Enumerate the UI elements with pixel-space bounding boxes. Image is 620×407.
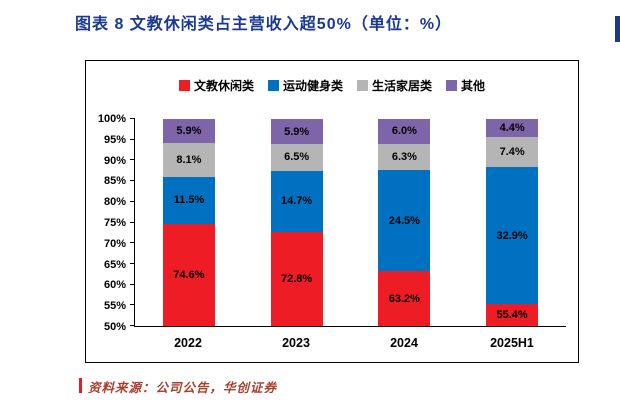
bar-segment: 5.9% [162, 119, 215, 144]
bar-value-label: 72.8% [281, 272, 313, 285]
y-tick-label: 60% [103, 279, 126, 292]
legend-swatch [178, 80, 190, 91]
bar-value-label: 6.5% [284, 151, 310, 164]
y-tick-label: 70% [103, 237, 126, 250]
source-accent-bar [79, 378, 82, 393]
x-category-label: 2023 [282, 336, 310, 350]
source-note: 资料来源：公司公告，华创证券 [88, 381, 278, 395]
bar-segment: 11.5% [162, 176, 215, 225]
bar-value-label: 63.2% [388, 292, 420, 305]
y-tick-label: 55% [103, 300, 126, 313]
bar-value-label: 7.4% [499, 146, 525, 159]
legend-swatch [446, 80, 458, 91]
chart-title: 图表 8 文教休闲类占主营收入超50%（单位：%） [75, 16, 453, 33]
bar-value-label: 8.1% [176, 153, 202, 166]
legend-item: 文教休闲类 [178, 77, 254, 94]
y-tick-label: 50% [103, 321, 126, 333]
y-tick-label: 90% [103, 154, 126, 167]
legend-item: 其他 [446, 77, 485, 94]
y-tick-mark [130, 221, 135, 223]
y-tick-mark [130, 159, 135, 161]
y-axis: 50% 55% 60% 65% 70% 75% 80% 85% 90% 95% 100% [86, 113, 130, 333]
bar-segment: 55.4% [486, 303, 539, 326]
legend-item: 生活家居类 [357, 77, 432, 94]
bar-value-label: 5.9% [176, 125, 202, 138]
y-tick-label: 65% [103, 258, 126, 271]
legend-label: 其他 [461, 79, 486, 93]
y-tick-mark [130, 200, 135, 202]
bar-segment: 6.5% [270, 143, 323, 171]
bar-value-label: 24.5% [388, 214, 420, 227]
chart-frame: 文教休闲类 运动健身类 生活家居类 其他 50% 55% 60% 65% 70% 75% 80% 8… [85, 60, 579, 363]
bar-value-label: 6.0% [391, 125, 417, 138]
bar-value-label: 6.3% [391, 150, 417, 163]
y-tick-label: 100% [97, 113, 126, 125]
legend-item: 运动健身类 [267, 77, 343, 94]
bar-segment: 24.5% [378, 169, 431, 272]
y-tick-mark [130, 304, 135, 306]
bar-segment: 14.7% [270, 170, 323, 232]
legend-label: 运动健身类 [282, 79, 343, 93]
bar-segment: 4.4% [486, 119, 539, 137]
bar-slot: 72.8% 14.7% 6.5% 5.9% [243, 119, 351, 326]
legend-swatch [267, 80, 279, 91]
bar-segment: 6.0% [378, 119, 431, 144]
x-category-label: 2025H1 [490, 336, 534, 350]
y-tick-mark [130, 118, 135, 119]
clipped-edge-artifact [615, 16, 620, 42]
y-tick-label: 85% [103, 175, 126, 188]
y-tick-label: 95% [103, 133, 126, 146]
y-tick-mark [130, 138, 135, 140]
bar-segment: 63.2% [378, 271, 431, 326]
bar-slot: 63.2% 24.5% 6.3% 6.0% [351, 119, 459, 326]
bar-slot: 55.4% 32.9% 7.4% 4.4% [458, 119, 566, 326]
legend-swatch [357, 80, 368, 91]
y-tick-mark [130, 180, 135, 182]
y-tick-mark [130, 262, 135, 264]
y-tick-mark [130, 283, 135, 285]
bar-slot: 74.6% 11.5% 8.1% 5.9% [135, 119, 243, 326]
bar-value-label: 74.6% [173, 269, 205, 282]
bar-value-label: 55.4% [496, 308, 528, 321]
chart-legend: 文教休闲类 运动健身类 生活家居类 其他 [86, 77, 578, 94]
plot-area: 74.6% 11.5% 8.1% 5.9% 72.8% 14.7% 6.5% 5.9% 63.2… [130, 118, 566, 327]
bar-segment: 8.1% [162, 143, 215, 177]
y-tick-mark [130, 325, 135, 326]
x-category-label: 2022 [174, 336, 202, 350]
bar-segment: 72.8% [270, 231, 323, 326]
bar-value-label: 14.7% [281, 195, 313, 208]
bar-segment: 5.9% [270, 119, 323, 144]
bar-value-label: 11.5% [173, 194, 205, 207]
bar-segment: 74.6% [162, 224, 215, 326]
bar-value-label: 5.9% [284, 125, 310, 138]
bar-segment: 6.3% [378, 143, 431, 170]
legend-label: 生活家居类 [372, 79, 433, 93]
y-tick-mark [130, 242, 135, 244]
bar-value-label: 4.4% [499, 121, 525, 134]
x-category-label: 2024 [390, 336, 418, 350]
y-tick-label: 75% [103, 217, 126, 229]
bar-segment: 32.9% [486, 167, 539, 304]
x-axis: 2022 2023 2024 2025H1 [134, 334, 566, 354]
y-tick-label: 80% [103, 196, 126, 209]
legend-label: 文教休闲类 [193, 79, 254, 93]
bar-value-label: 32.9% [496, 229, 528, 242]
bar-segment: 7.4% [486, 136, 539, 168]
